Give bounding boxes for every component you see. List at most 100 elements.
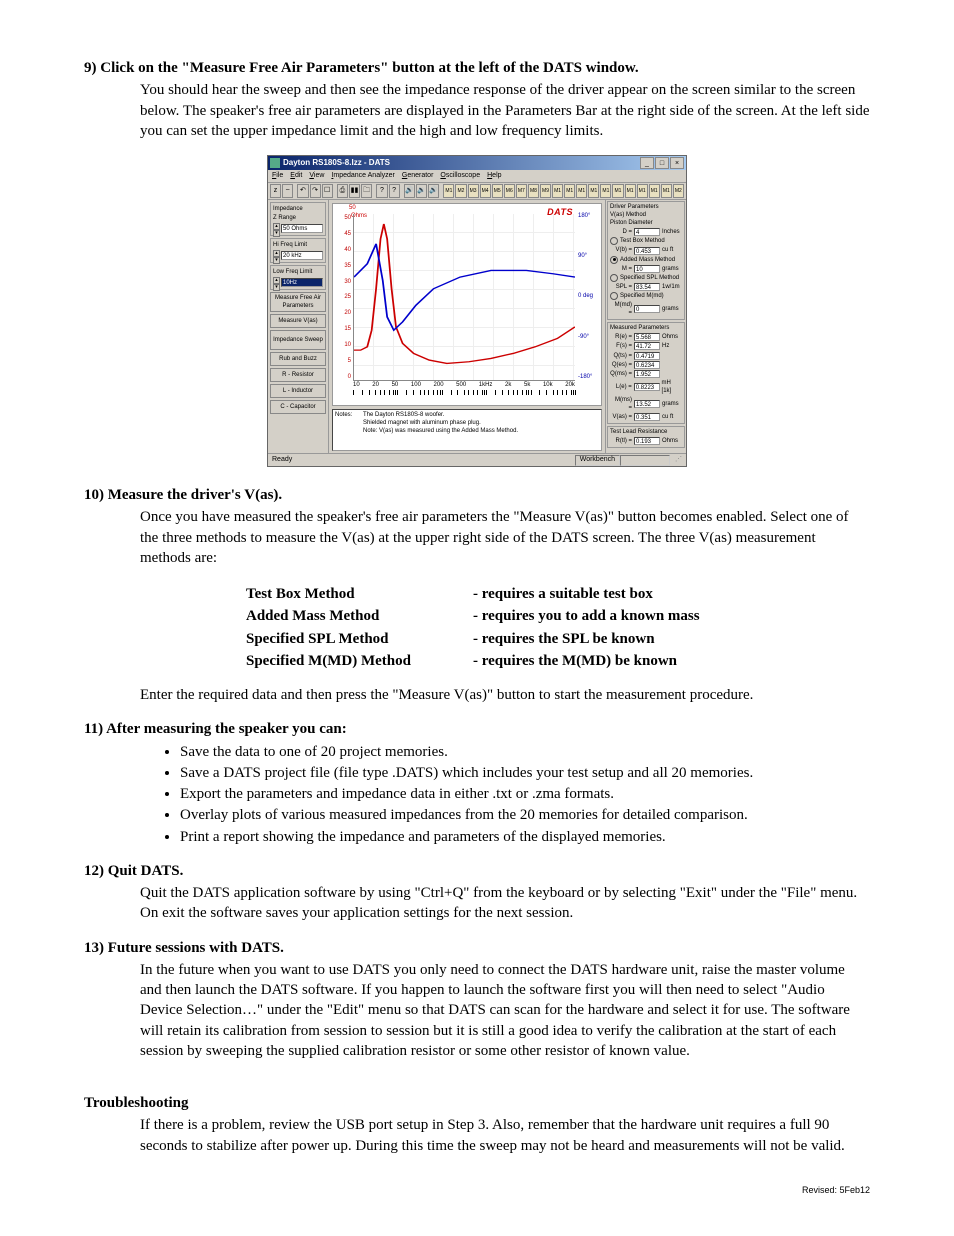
vb-field[interactable]: 0.453 bbox=[634, 247, 660, 255]
yright-tick: 90° bbox=[578, 252, 600, 260]
toolbar-btn-23[interactable]: M1 bbox=[564, 184, 575, 198]
method-row: Test Box Method- requires a suitable tes… bbox=[246, 584, 700, 604]
resize-grip-icon[interactable]: ⋰ bbox=[670, 455, 682, 464]
mmd-field[interactable]: 0 bbox=[634, 305, 660, 313]
yleft-tick: 15 bbox=[335, 325, 351, 333]
lofreq-spinner[interactable]: ▴▾ bbox=[273, 277, 280, 287]
toolbar-btn-7[interactable]: 🗀 bbox=[361, 184, 372, 198]
list-item: Overlay plots of various measured impeda… bbox=[180, 805, 870, 825]
log-tick bbox=[484, 390, 485, 395]
menu-file[interactable]: File bbox=[272, 171, 283, 180]
toolbar-btn-16[interactable]: M4 bbox=[480, 184, 491, 198]
toolbar-btn-6[interactable]: ▮▮ bbox=[349, 184, 360, 198]
yright-tick: 180° bbox=[578, 212, 600, 220]
x-tick: 50 bbox=[392, 381, 399, 389]
log-tick bbox=[513, 390, 514, 395]
inductor-button[interactable]: L - Inductor bbox=[270, 384, 326, 398]
lofreq-field[interactable]: 10Hz bbox=[281, 278, 323, 287]
toolbar-btn-28[interactable]: M1 bbox=[625, 184, 636, 198]
resistor-button[interactable]: R - Resistor bbox=[270, 368, 326, 382]
toolbar-btn-9[interactable]: ? bbox=[389, 184, 400, 198]
step9-body: You should hear the sweep and then see t… bbox=[140, 80, 870, 141]
toolbar-btn-30[interactable]: M1 bbox=[649, 184, 660, 198]
x-tick: 2k bbox=[505, 381, 511, 389]
menu-edit[interactable]: Edit bbox=[290, 171, 302, 180]
rub-buzz-button[interactable]: Rub and Buzz bbox=[270, 352, 326, 366]
log-tick bbox=[517, 390, 518, 395]
toolbar-btn-25[interactable]: M1 bbox=[588, 184, 599, 198]
toolbar-btn-12[interactable]: 🔊 bbox=[428, 184, 439, 198]
toolbar-btn-21[interactable]: M9 bbox=[540, 184, 551, 198]
step13-heading: 13) Future sessions with DATS. bbox=[84, 940, 284, 956]
log-tick bbox=[468, 390, 469, 395]
toolbar-btn-32[interactable]: M2 bbox=[673, 184, 684, 198]
toolbar-btn-2[interactable]: ↶ bbox=[297, 184, 308, 198]
toolbar-btn-8[interactable]: ? bbox=[376, 184, 387, 198]
menu-oscilloscope[interactable]: Oscilloscope bbox=[440, 171, 480, 180]
log-tick bbox=[433, 390, 434, 395]
step9-heading: 9) Click on the "Measure Free Air Parame… bbox=[84, 60, 639, 76]
zrange-spinner[interactable]: ▴▾ bbox=[273, 223, 280, 233]
left-panel: Impedance Z Range ▴▾ 50 Ohms Hi Freq Lim… bbox=[268, 200, 329, 453]
spl-label: SPL = bbox=[610, 283, 632, 291]
capacitor-button[interactable]: C - Capacitor bbox=[270, 400, 326, 414]
zrange-field[interactable]: 50 Ohms bbox=[281, 224, 323, 233]
vas-l: V(as) = bbox=[610, 413, 632, 421]
log-tick bbox=[528, 390, 529, 395]
toolbar-btn-17[interactable]: M5 bbox=[492, 184, 503, 198]
impedance-sweep-button[interactable]: Impedance Sweep bbox=[270, 330, 326, 350]
notes-lines: The Dayton RS180S-8 woofer. Shielded mag… bbox=[363, 411, 518, 449]
toolbar-btn-24[interactable]: M1 bbox=[576, 184, 587, 198]
log-tick bbox=[495, 390, 496, 395]
toolbar-separator bbox=[401, 185, 403, 197]
log-tick bbox=[442, 390, 443, 395]
m-field[interactable]: 10 bbox=[634, 265, 660, 273]
maximize-button[interactable]: □ bbox=[655, 157, 669, 169]
rtl-l: R(tl) = bbox=[610, 437, 632, 445]
toolbar-btn-13[interactable]: M1 bbox=[443, 184, 454, 198]
menu-view[interactable]: View bbox=[309, 171, 324, 180]
toolbar-btn-22[interactable]: M1 bbox=[552, 184, 563, 198]
toolbar-btn-20[interactable]: M8 bbox=[528, 184, 539, 198]
methods-table: Test Box Method- requires a suitable tes… bbox=[244, 582, 702, 673]
addedmass-radio[interactable]: Added Mass Method bbox=[610, 256, 682, 264]
toolbar-btn-5[interactable]: ⎙ bbox=[337, 184, 348, 198]
toolbar-btn-10[interactable]: 🔊 bbox=[404, 184, 415, 198]
log-tick bbox=[502, 390, 503, 395]
toolbar-btn-27[interactable]: M1 bbox=[612, 184, 623, 198]
addedmass-label: Added Mass Method bbox=[620, 256, 675, 264]
qes-l: Q(es) = bbox=[610, 361, 632, 369]
toolbar-btn-11[interactable]: 🔉 bbox=[416, 184, 427, 198]
toolbar-btn-15[interactable]: M3 bbox=[468, 184, 479, 198]
spl-field[interactable]: 83.54 bbox=[634, 283, 660, 291]
measure-free-air-button[interactable]: Measure Free Air Parameters bbox=[270, 292, 326, 312]
toolbar-btn-3[interactable]: ↷ bbox=[310, 184, 321, 198]
testbox-radio[interactable]: Test Box Method bbox=[610, 237, 682, 245]
hifreq-spinner[interactable]: ▴▾ bbox=[273, 250, 280, 260]
toolbar-btn-1[interactable]: ~ bbox=[282, 184, 293, 198]
toolbar-btn-4[interactable]: ☐ bbox=[322, 184, 333, 198]
d-field[interactable]: 4 bbox=[634, 228, 660, 236]
hifreq-field[interactable]: 20 kHz bbox=[281, 251, 323, 260]
toolbar-btn-31[interactable]: M1 bbox=[661, 184, 672, 198]
toolbar-btn-29[interactable]: M1 bbox=[637, 184, 648, 198]
toolbar-btn-14[interactable]: M2 bbox=[455, 184, 466, 198]
menu-help[interactable]: Help bbox=[487, 171, 501, 180]
menu-impedance-analyzer[interactable]: Impedance Analyzer bbox=[331, 171, 394, 180]
minimize-button[interactable]: _ bbox=[640, 157, 654, 169]
mmd-radio[interactable]: Specified M(md) bbox=[610, 292, 682, 300]
toolbar-btn-26[interactable]: M1 bbox=[600, 184, 611, 198]
spl-radio[interactable]: Specified SPL Method bbox=[610, 274, 682, 282]
vb-unit: cu ft bbox=[662, 246, 673, 254]
log-tick bbox=[384, 390, 385, 395]
notes-line3: Note: V(as) was measured using the Added… bbox=[363, 427, 518, 435]
yleft-tick: 50 bbox=[335, 214, 351, 222]
method-req: - requires the SPL be known bbox=[473, 629, 700, 649]
toolbar-btn-19[interactable]: M7 bbox=[516, 184, 527, 198]
toolbar-btn-0[interactable]: z bbox=[270, 184, 281, 198]
toolbar-btn-18[interactable]: M6 bbox=[504, 184, 515, 198]
measure-vas-button[interactable]: Measure V(as) bbox=[270, 314, 326, 328]
x-tick: 20 bbox=[372, 381, 379, 389]
close-button[interactable]: × bbox=[670, 157, 684, 169]
menu-generator[interactable]: Generator bbox=[402, 171, 434, 180]
